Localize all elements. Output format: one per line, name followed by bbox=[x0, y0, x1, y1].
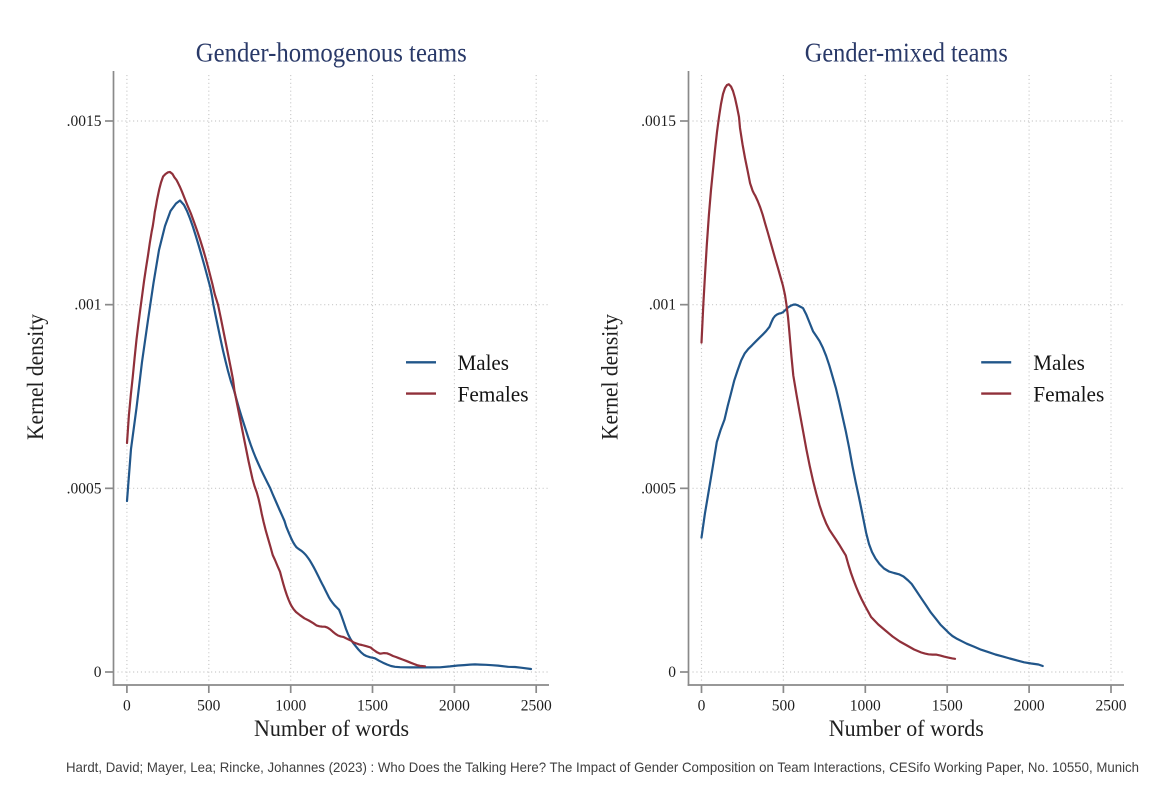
svg-text:2000: 2000 bbox=[1014, 698, 1045, 715]
svg-text:0: 0 bbox=[698, 698, 706, 715]
svg-text:0: 0 bbox=[94, 664, 102, 681]
svg-text:.001: .001 bbox=[74, 297, 101, 314]
svg-text:500: 500 bbox=[772, 698, 796, 715]
svg-text:1500: 1500 bbox=[932, 698, 963, 715]
svg-text:Males: Males bbox=[1033, 350, 1085, 375]
svg-text:Females: Females bbox=[458, 381, 529, 406]
svg-text:500: 500 bbox=[197, 698, 221, 715]
svg-text:0: 0 bbox=[668, 664, 676, 681]
svg-text:Number of words: Number of words bbox=[829, 716, 984, 741]
svg-text:Gender-homogenous teams: Gender-homogenous teams bbox=[196, 37, 467, 68]
svg-text:.0005: .0005 bbox=[641, 480, 676, 497]
svg-text:.0015: .0015 bbox=[641, 113, 676, 130]
svg-text:0: 0 bbox=[123, 698, 131, 715]
svg-text:2500: 2500 bbox=[521, 698, 552, 715]
svg-text:Hardt, David; Mayer, Lea; Rinc: Hardt, David; Mayer, Lea; Rincke, Johann… bbox=[66, 760, 1139, 775]
svg-text:Kernel density: Kernel density bbox=[23, 314, 48, 440]
svg-text:.0005: .0005 bbox=[67, 480, 102, 497]
svg-text:1000: 1000 bbox=[275, 698, 306, 715]
svg-text:Gender-mixed teams: Gender-mixed teams bbox=[805, 37, 1008, 68]
svg-text:Kernel density: Kernel density bbox=[598, 314, 623, 440]
svg-text:1000: 1000 bbox=[850, 698, 881, 715]
svg-text:Females: Females bbox=[1033, 381, 1104, 406]
svg-text:1500: 1500 bbox=[357, 698, 388, 715]
svg-text:Number of words: Number of words bbox=[254, 716, 409, 741]
svg-text:.001: .001 bbox=[649, 297, 676, 314]
svg-text:.0015: .0015 bbox=[67, 113, 102, 130]
svg-text:2000: 2000 bbox=[439, 698, 470, 715]
svg-text:2500: 2500 bbox=[1096, 698, 1127, 715]
svg-text:Males: Males bbox=[458, 350, 510, 375]
